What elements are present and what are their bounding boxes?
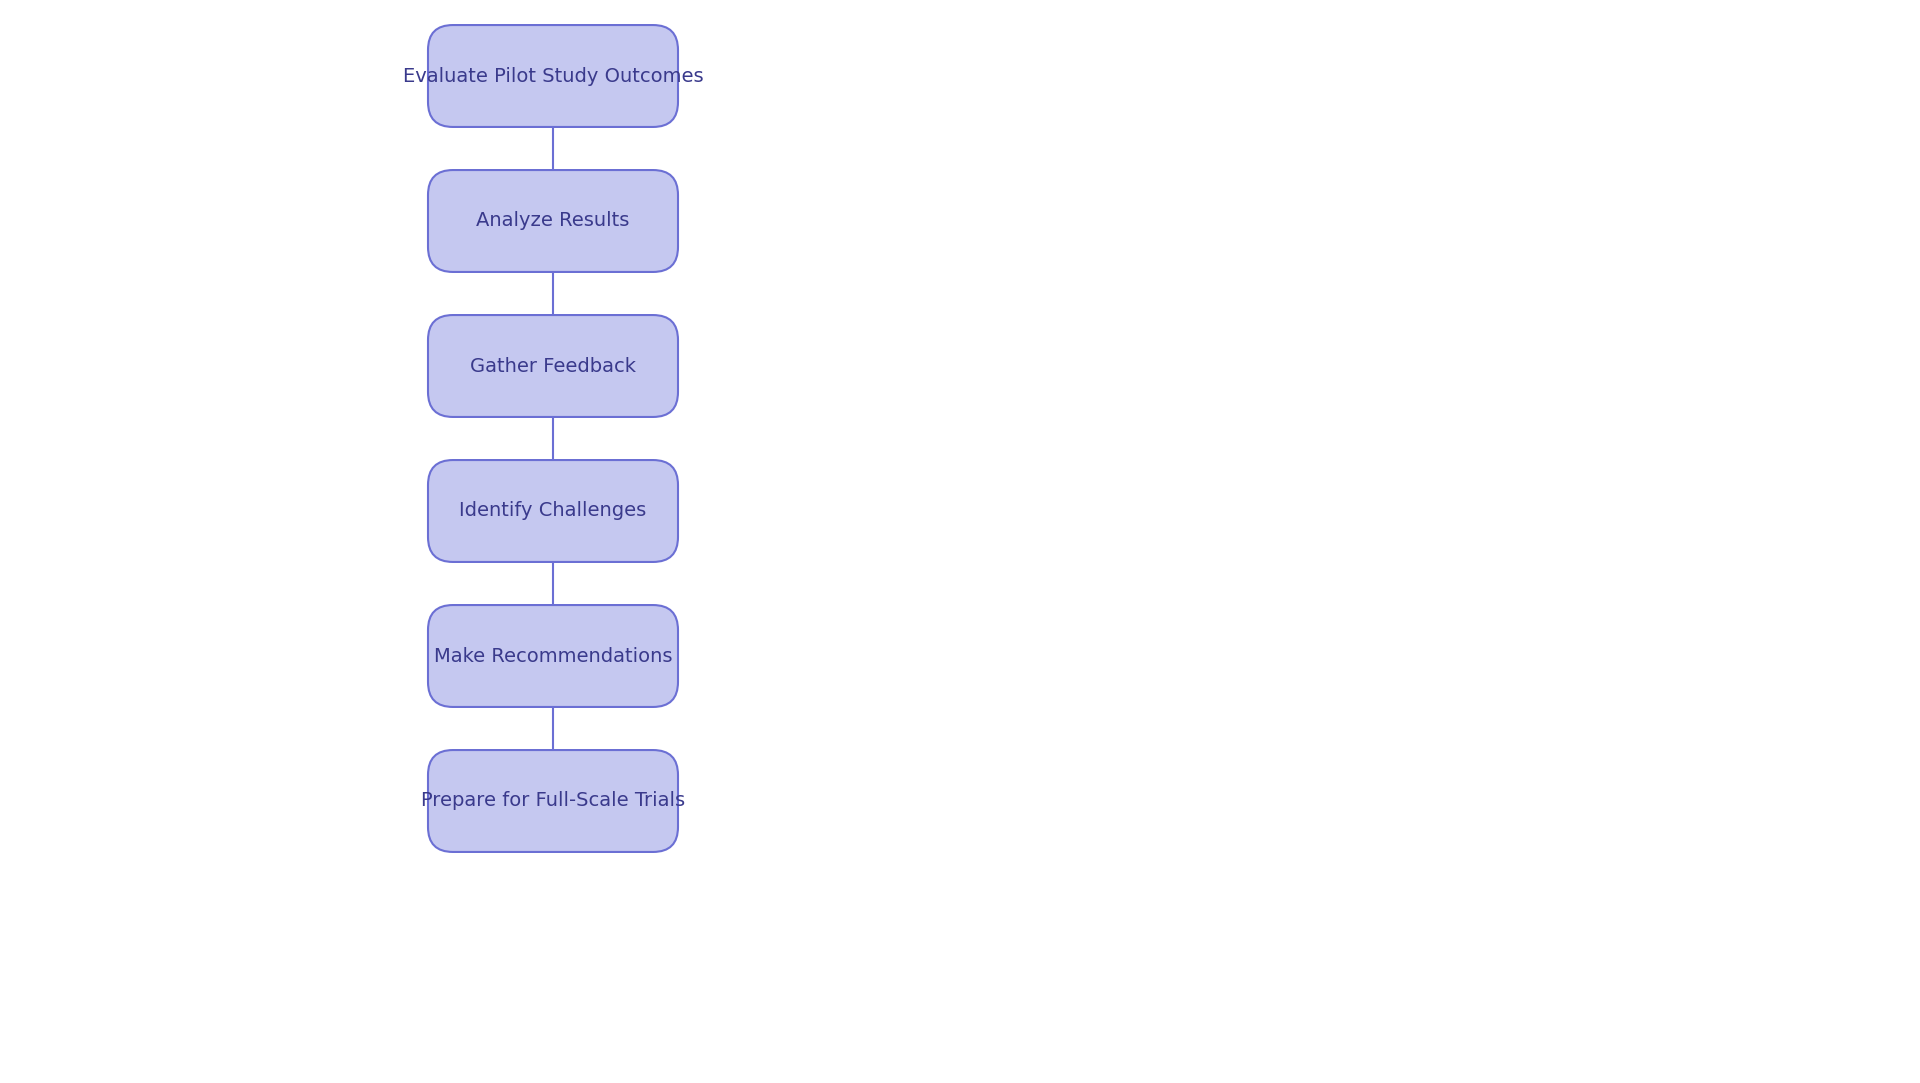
Text: Gather Feedback: Gather Feedback — [470, 356, 636, 376]
FancyBboxPatch shape — [428, 605, 678, 707]
Text: Make Recommendations: Make Recommendations — [434, 647, 672, 665]
FancyBboxPatch shape — [428, 751, 678, 852]
FancyBboxPatch shape — [428, 460, 678, 562]
Text: Analyze Results: Analyze Results — [476, 211, 630, 231]
FancyBboxPatch shape — [428, 170, 678, 272]
Text: Evaluate Pilot Study Outcomes: Evaluate Pilot Study Outcomes — [403, 66, 703, 86]
FancyBboxPatch shape — [428, 25, 678, 127]
FancyBboxPatch shape — [428, 315, 678, 417]
Text: Prepare for Full-Scale Trials: Prepare for Full-Scale Trials — [420, 792, 685, 810]
Text: Identify Challenges: Identify Challenges — [459, 501, 647, 521]
